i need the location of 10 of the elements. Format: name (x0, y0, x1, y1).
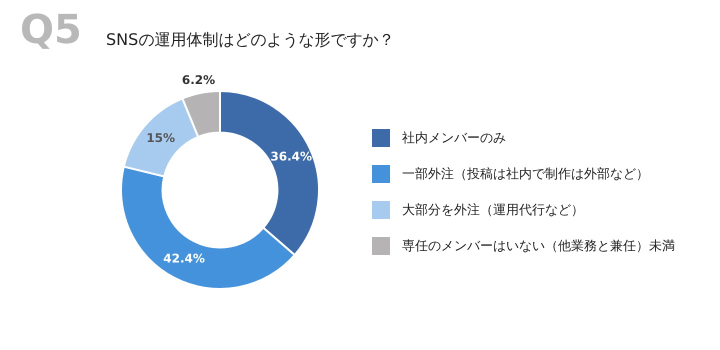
text: Q5 (20, 7, 82, 53)
data-label: 36.4% (270, 150, 312, 164)
legend-label: 専任のメンバーはいない（他業務と兼任）未満 (402, 238, 675, 255)
data-label: 6.2% (182, 73, 216, 88)
legend-label: 社内メンバーのみ (402, 130, 506, 147)
legend-label: 一部外注（投稿は社内で制作は外部など） (402, 166, 649, 183)
chart-title: SNSの運用体制はどのような形ですか？ (106, 30, 394, 51)
legend-label: 大部分を外注（運用代行など） (402, 202, 584, 219)
data-label: 42.4% (163, 252, 205, 266)
data-label: 15% (146, 131, 176, 146)
